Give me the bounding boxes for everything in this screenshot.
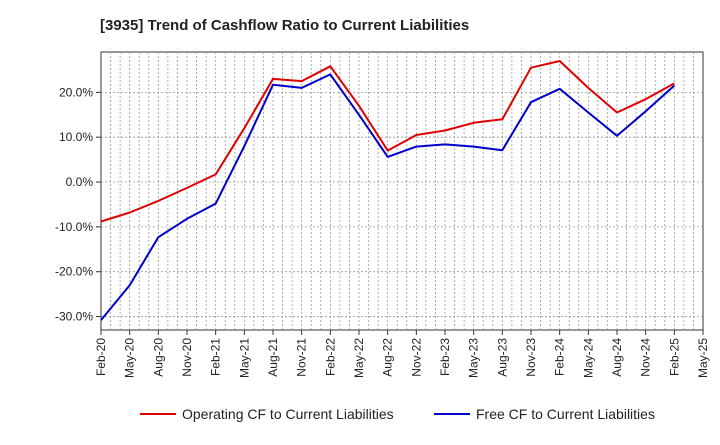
x-tick-label: Nov-23 xyxy=(524,338,538,377)
x-tick-label: Feb-23 xyxy=(438,338,452,376)
x-tick-label: Feb-25 xyxy=(667,338,681,376)
x-tick-label: May-23 xyxy=(467,338,481,378)
x-tick-label: Aug-22 xyxy=(381,338,395,377)
x-tick-label: Aug-21 xyxy=(266,338,280,377)
x-tick-label: Feb-24 xyxy=(553,338,567,376)
x-tick-label: May-22 xyxy=(352,338,366,378)
x-tick-label: Aug-23 xyxy=(495,338,509,377)
plot-frame xyxy=(100,51,704,331)
chart-title: [3935] Trend of Cashflow Ratio to Curren… xyxy=(100,17,469,34)
y-axis-tick-labels: -30.0% -20.0% -10.0% 0.0% 10.0% 20.0% xyxy=(55,85,101,324)
series-line-0 xyxy=(100,60,675,223)
x-tick-label: Nov-20 xyxy=(180,338,194,377)
y-tick-label: 10.0% xyxy=(59,130,93,144)
x-tick-label: Feb-21 xyxy=(209,338,223,376)
x-tick-label: Nov-24 xyxy=(639,338,653,377)
x-tick-label: Feb-22 xyxy=(323,338,337,376)
x-tick-label: Feb-20 xyxy=(94,338,108,376)
y-tick-label: -10.0% xyxy=(55,220,93,234)
x-tick-label: May-20 xyxy=(123,338,137,378)
y-tick-label: -30.0% xyxy=(55,310,93,324)
x-tick-label: Aug-24 xyxy=(610,338,624,377)
x-tick-label: May-21 xyxy=(237,338,251,378)
x-axis-tick-labels: Feb-20 May-20 Aug-20 Nov-20 Feb-21 May-21 Aug-… xyxy=(94,330,710,378)
series-lines xyxy=(100,60,675,321)
y-tick-label: 0.0% xyxy=(66,175,94,189)
x-tick-label: Nov-21 xyxy=(295,338,309,377)
y-tick-label: 20.0% xyxy=(59,85,93,99)
y-tick-label: -20.0% xyxy=(55,265,93,279)
x-tick-label: May-25 xyxy=(696,338,710,378)
plot-area xyxy=(100,51,704,331)
x-tick-label: May-24 xyxy=(581,338,595,378)
legend: Operating CF to Current Liabilities Free… xyxy=(140,406,655,422)
legend-label-operating-cf: Operating CF to Current Liabilities xyxy=(182,406,394,422)
legend-label-free-cf: Free CF to Current Liabilities xyxy=(476,406,655,422)
x-tick-label: Nov-22 xyxy=(409,338,423,377)
x-tick-label: Aug-20 xyxy=(151,338,165,377)
series-line-1 xyxy=(100,73,675,321)
